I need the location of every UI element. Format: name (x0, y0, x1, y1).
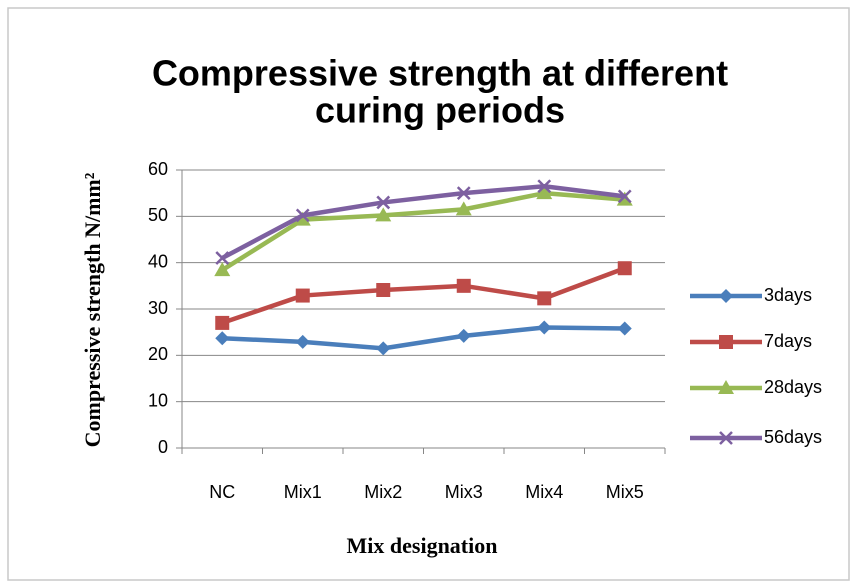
x-tick-label: Mix2 (364, 482, 402, 502)
x-tick-label: NC (209, 482, 235, 502)
x-tick-label: Mix5 (606, 482, 644, 502)
marker (719, 431, 733, 445)
marker (536, 185, 553, 200)
marker (215, 331, 230, 346)
marker (718, 380, 734, 394)
x-tick-label: Mix4 (525, 482, 563, 502)
marker (214, 262, 231, 277)
marker (295, 334, 310, 349)
legend-label: 28days (764, 377, 822, 397)
y-tick-label: 20 (148, 344, 168, 364)
series-line (221, 266, 626, 326)
marker (537, 291, 552, 306)
y-tick-label: 60 (148, 159, 168, 179)
marker (537, 320, 552, 335)
y-tick-label: 0 (158, 437, 168, 457)
series-line (221, 183, 626, 261)
marker (719, 289, 733, 303)
marker (719, 335, 733, 349)
series-line (222, 325, 625, 351)
chart-title: Compressive strength at different (152, 53, 728, 94)
legend-label: 3days (764, 285, 812, 305)
marker (456, 278, 471, 293)
legend-label: 56days (764, 427, 822, 447)
x-tick-label: Mix3 (445, 482, 483, 502)
x-tick-label: Mix1 (284, 482, 322, 502)
marker (376, 195, 391, 210)
marker (215, 315, 230, 330)
marker (375, 207, 392, 222)
y-tick-label: 10 (148, 390, 168, 410)
marker (376, 283, 391, 298)
legend-label: 7days (764, 331, 812, 351)
marker (455, 201, 472, 216)
y-tick-label: 40 (148, 251, 168, 271)
marker (376, 341, 391, 356)
chart-title: curing periods (315, 90, 565, 131)
y-axis-label: Compressive strength N/mm² (80, 172, 105, 447)
series-line (221, 190, 625, 272)
marker (456, 328, 471, 343)
marker (456, 186, 471, 201)
marker (294, 211, 311, 226)
marker (295, 288, 310, 303)
marker (617, 321, 632, 336)
marker (617, 261, 632, 276)
marker (537, 179, 552, 194)
marker (617, 189, 632, 204)
marker (215, 251, 230, 265)
marker (295, 208, 310, 223)
y-tick-label: 50 (148, 205, 168, 225)
x-axis-label: Mix designation (347, 533, 498, 558)
y-tick-label: 30 (148, 298, 168, 318)
